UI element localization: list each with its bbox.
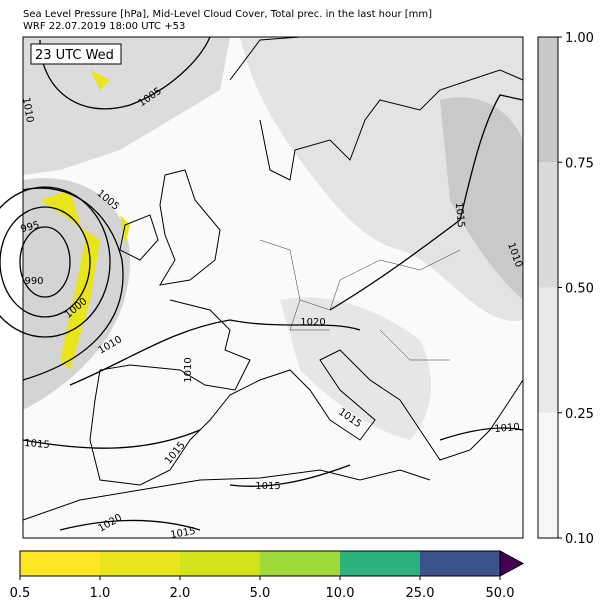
cloud-area (280, 297, 431, 440)
colorbars: 0.10 0.25 0.50 0.75 1.00 0.5 1.0 2.0 5.0 10.0 25.0… (10, 31, 594, 601)
isobar (39, 36, 211, 110)
colorbar-segment (100, 551, 180, 576)
colorbar-segment (420, 551, 500, 576)
tick-label: 2.0 (170, 586, 191, 601)
isobar (0, 186, 111, 338)
isobar (439, 427, 524, 441)
colorbar-segment (340, 551, 420, 576)
colorbar-segment (538, 162, 558, 288)
isobar (19, 226, 71, 298)
tick-label: 0.5 (10, 586, 31, 601)
tick-label: 25.0 (406, 586, 435, 601)
border (259, 239, 461, 361)
tick-label: 5.0 (250, 586, 271, 601)
cloud-area (440, 97, 523, 300)
time-label: 23 UTC Wed (35, 48, 114, 63)
precip-area (40, 70, 130, 370)
tick-label: 1.0 (90, 586, 111, 601)
isobar (22, 429, 351, 531)
isobar (69, 94, 524, 386)
coastline (89, 299, 524, 486)
coastline (119, 214, 159, 261)
tick-label: 0.25 (565, 407, 594, 422)
colorbar-segment (538, 287, 558, 413)
coastline (229, 36, 524, 181)
isobar-label: 1010 (494, 422, 520, 435)
tick-label: 0.75 (565, 156, 594, 171)
title: Sea Level Pressure [hPa], Mid-Level Clou… (23, 9, 432, 20)
isobar-label: 1015 (170, 526, 197, 541)
isobar (0, 206, 91, 318)
isobar-label: 1010 (183, 357, 194, 382)
map: 23 UTC Wed (0, 36, 524, 539)
colorbar-segment (180, 551, 260, 576)
colorbar-segment (538, 37, 558, 163)
isobar-label: 1015 (24, 438, 50, 451)
isobar (22, 187, 124, 381)
coastline (22, 469, 431, 521)
tick-label: 50.0 (486, 586, 515, 601)
isobar-label: 1020 (300, 317, 325, 328)
subtitle: WRF 22.07.2019 18:00 UTC +53 (23, 21, 185, 32)
coastline (159, 169, 221, 286)
colorbar-segment (260, 551, 340, 576)
tick-label: 1.00 (565, 31, 594, 46)
tick-label: 0.50 (565, 282, 594, 297)
isobar-label: 995 (19, 220, 40, 236)
isobar-label: 1015 (453, 202, 466, 228)
colorbar-extend (499, 550, 525, 577)
tick-label: 0.10 (565, 532, 594, 547)
tick-label: 10.0 (326, 586, 355, 601)
isobar-label: 1015 (255, 481, 280, 492)
colorbar-segment (20, 551, 100, 576)
colorbar-segment (538, 412, 558, 538)
isobar-label: 990 (24, 276, 43, 287)
isobar-label: 1010 (20, 97, 35, 124)
time-box (30, 43, 122, 65)
map-frame (22, 36, 524, 539)
